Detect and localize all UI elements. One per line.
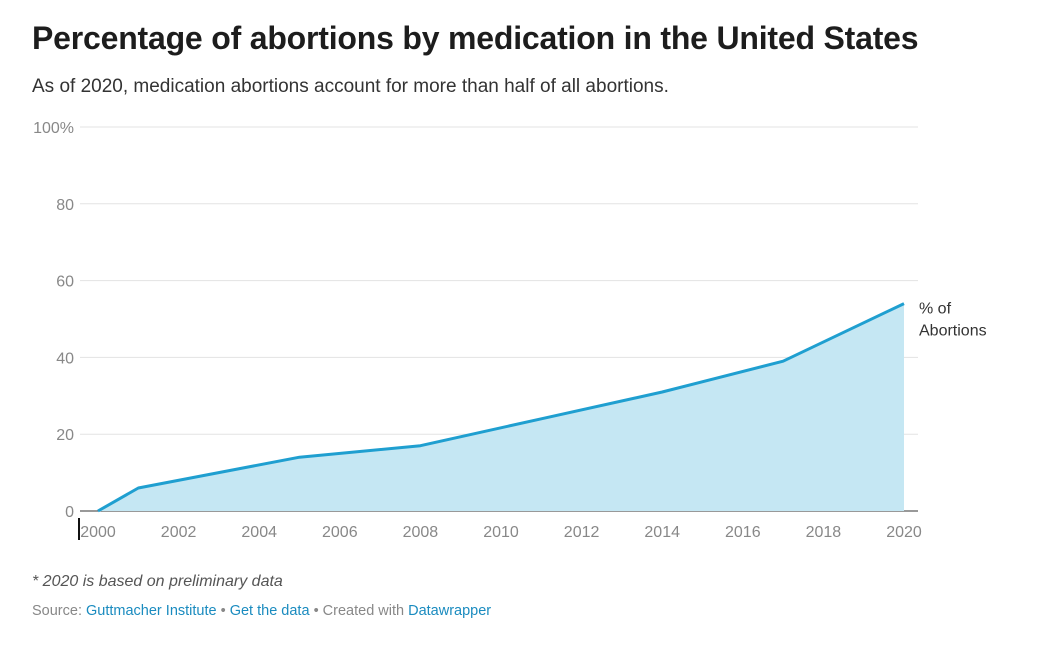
y-tick-label-20: 20 xyxy=(56,427,74,444)
source-link[interactable]: Guttmacher Institute xyxy=(86,603,217,619)
series-label-line-1: % of xyxy=(919,301,952,318)
series-label-line-2: Abortions xyxy=(919,323,987,340)
x-tick-label-2018: 2018 xyxy=(806,524,842,541)
y-tick-label-60: 60 xyxy=(56,274,74,291)
get-data-link[interactable]: Get the data xyxy=(229,603,310,619)
x-tick-label-2014: 2014 xyxy=(644,524,680,541)
created-with-text: Created with xyxy=(322,603,405,619)
y-axis-ticks: 0 20 40 60 80 100% xyxy=(33,120,74,521)
x-tick-label-2010: 2010 xyxy=(483,524,519,541)
x-tick-label-2004: 2004 xyxy=(241,524,277,541)
x-axis-ticks: 2000 2002 2004 2006 2008 2010 2012 2014 2016 2018… xyxy=(78,518,922,541)
x-tick-label-2008: 2008 xyxy=(403,524,439,541)
datawrapper-link[interactable]: Datawrapper xyxy=(408,603,492,619)
y-tick-label-40: 40 xyxy=(56,350,74,367)
separator-1: • xyxy=(220,603,226,619)
footnote: * 2020 is based on preliminary data xyxy=(32,573,283,590)
x-tick-label-2012: 2012 xyxy=(564,524,600,541)
x-tick-label-2000: 2000 xyxy=(80,524,116,541)
x-tick-label-2006: 2006 xyxy=(322,524,358,541)
x-tick-label-2002: 2002 xyxy=(161,524,197,541)
y-tick-label-80: 80 xyxy=(56,197,74,214)
chart-title: Percentage of abortions by medication in… xyxy=(32,20,919,56)
source-footer: Source: Guttmacher Institute • Get the d… xyxy=(32,603,491,619)
series-line xyxy=(97,302,905,513)
series-area-fill xyxy=(98,303,904,511)
y-tick-label-100: 100% xyxy=(33,120,74,137)
chart-subtitle: As of 2020, medication abortions account… xyxy=(32,76,669,97)
series-label-group: % of Abortions xyxy=(919,301,987,340)
separator-2: • xyxy=(313,603,319,619)
source-prefix: Source: xyxy=(32,603,82,619)
x-tick-label-2016: 2016 xyxy=(725,524,761,541)
x-tick-label-2020: 2020 xyxy=(886,524,922,541)
area-fill-group xyxy=(98,303,904,511)
series-line-group xyxy=(97,302,905,513)
y-tick-label-0: 0 xyxy=(65,504,74,521)
